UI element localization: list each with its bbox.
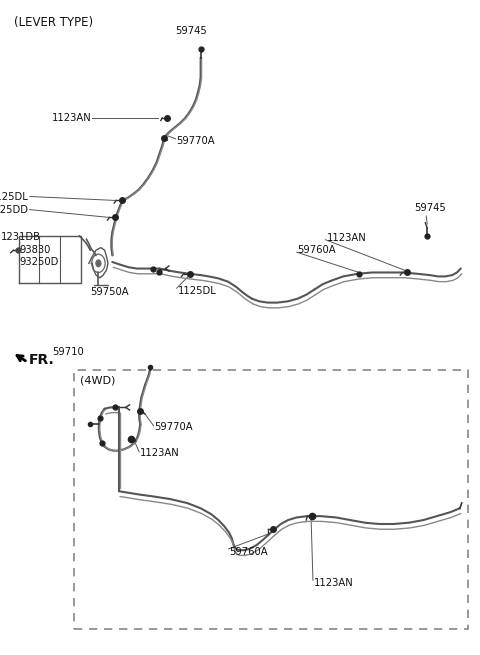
Text: 1125DL: 1125DL [178,286,216,296]
Text: 59770A: 59770A [177,136,215,147]
Text: 1125DD: 1125DD [0,204,29,215]
Text: 1123AN: 1123AN [314,578,354,588]
Text: 1231DB: 1231DB [1,232,41,242]
Text: 93830: 93830 [19,245,50,255]
Text: (4WD): (4WD) [80,375,116,385]
Text: 93250D: 93250D [19,257,59,267]
Text: 59745: 59745 [175,26,207,37]
Text: 59750A: 59750A [90,287,129,297]
Text: 59710: 59710 [52,347,84,358]
Text: 59770A: 59770A [155,422,193,432]
Text: 1123AN: 1123AN [326,233,366,244]
Text: 59760A: 59760A [229,546,268,557]
Text: 1123AN: 1123AN [51,113,91,123]
Text: 1125DL: 1125DL [0,191,29,202]
Text: FR.: FR. [29,353,55,367]
Text: 59745: 59745 [414,203,445,214]
Circle shape [96,260,101,267]
Text: 1123AN: 1123AN [140,448,180,458]
Text: 59760A: 59760A [298,245,336,255]
Text: (LEVER TYPE): (LEVER TYPE) [14,16,94,29]
Bar [74,370,468,629]
